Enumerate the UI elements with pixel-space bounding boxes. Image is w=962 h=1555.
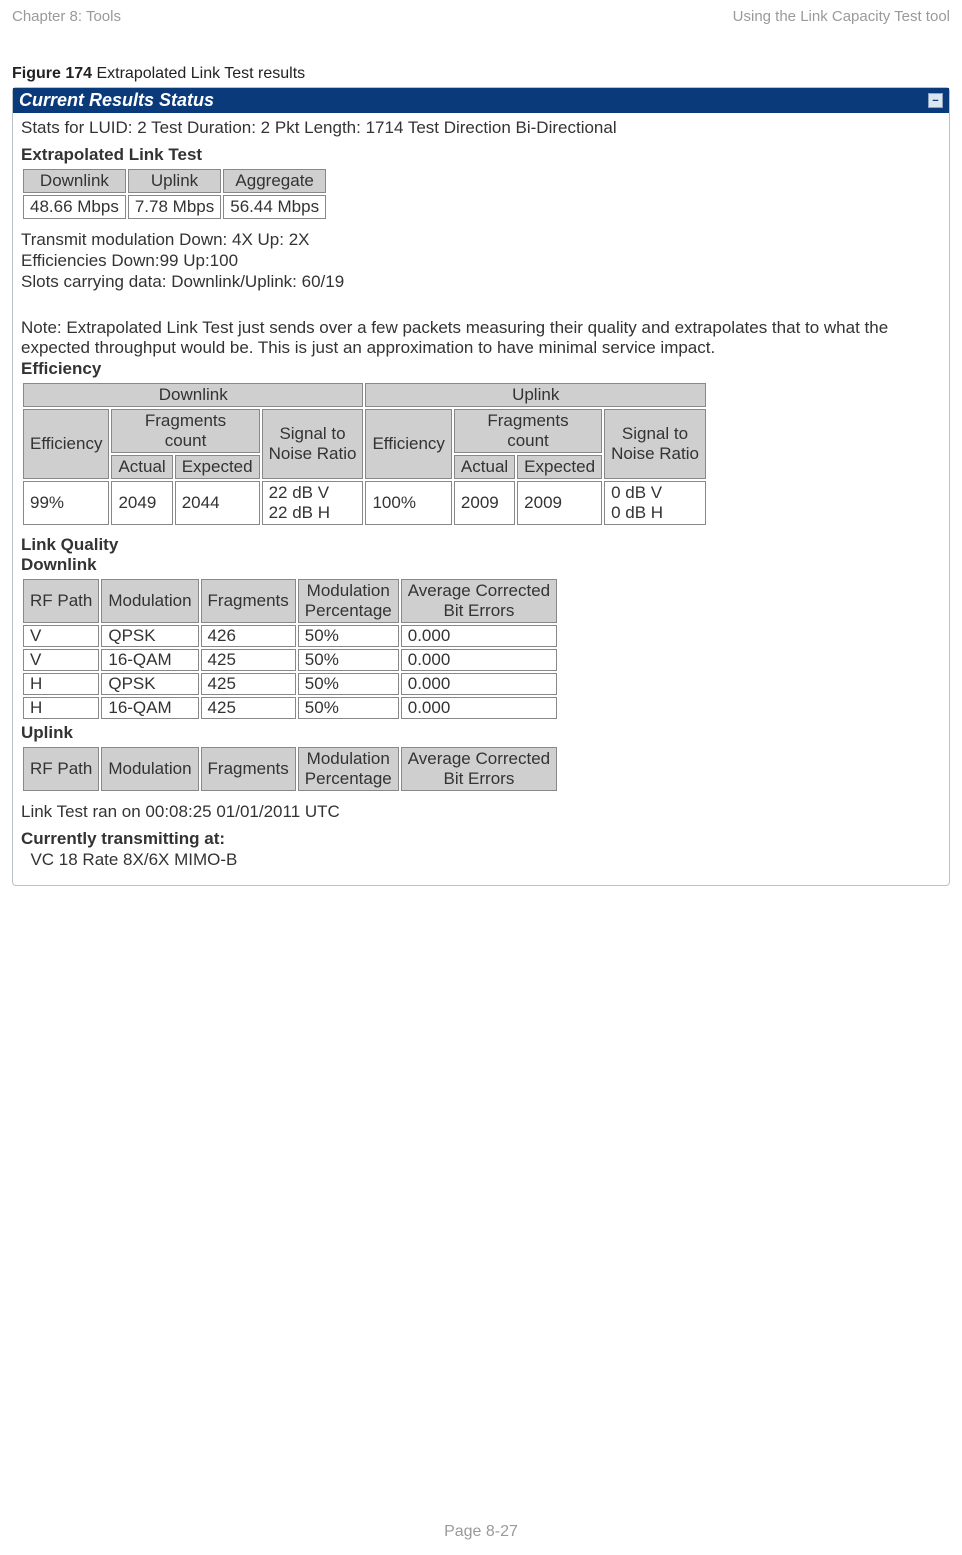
lq-h4: Average CorrectedBit Errors [401,579,557,623]
eff-dl-header: Downlink [23,383,363,407]
lq-u-h0: RF Path [23,747,99,791]
eff-actual1: Actual [111,455,172,479]
eff-col-eff2: Efficiency [365,409,451,479]
collapse-icon[interactable]: − [928,93,943,108]
figure-title: Extrapolated Link Test results [92,65,305,82]
eff-expected2: Expected [517,455,602,479]
eff-col-frag1: Fragmentscount [111,409,259,453]
line-eff: Efficiencies Down:99 Up:100 [21,251,941,271]
panel-header: Current Results Status − [13,88,949,113]
table-row: H QPSK 425 50% 0.000 [23,673,557,695]
lq-u-h1: Modulation [101,747,198,791]
efficiency-title: Efficiency [21,359,941,379]
val-aggregate: 56.44 Mbps [223,195,326,219]
lq-h3: ModulationPercentage [298,579,399,623]
lq-u-h4: Average CorrectedBit Errors [401,747,557,791]
lq-h0: RF Path [23,579,99,623]
eff-r-4: 100% [365,481,451,525]
line-slots: Slots carrying data: Downlink/Uplink: 60… [21,272,941,292]
extrapolated-table: Downlink Uplink Aggregate 48.66 Mbps 7.7… [21,167,328,221]
col-downlink: Downlink [23,169,126,193]
panel-title: Current Results Status [19,90,214,111]
page-header: Chapter 8: Tools Using the Link Capacity… [12,8,950,25]
results-panel: Current Results Status − Stats for LUID:… [12,87,950,886]
panel-body: Stats for LUID: 2 Test Duration: 2 Pkt L… [13,113,949,875]
val-uplink: 7.78 Mbps [128,195,221,219]
uplink-table: RF Path Modulation Fragments ModulationP… [21,745,559,793]
table-row: V 16-QAM 425 50% 0.000 [23,649,557,671]
linkquality-title: Link Quality [21,535,941,555]
ran-line: Link Test ran on 00:08:25 01/01/2011 UTC [21,802,941,822]
eff-r-1: 2049 [111,481,172,525]
page-footer: Page 8-27 [0,1523,962,1541]
eff-r-3: 22 dB V22 dB H [262,481,364,525]
efficiency-table: Downlink Uplink Efficiency Fragmentscoun… [21,381,708,527]
eff-actual2: Actual [454,455,515,479]
eff-col-snr1: Signal toNoise Ratio [262,409,364,479]
col-uplink: Uplink [128,169,221,193]
lq-u-h3: ModulationPercentage [298,747,399,791]
eff-ul-header: Uplink [365,383,705,407]
tx-value: VC 18 Rate 8X/6X MIMO-B [21,850,941,870]
figure-caption: Figure 174 Extrapolated Link Test result… [12,65,950,83]
downlink-table: RF Path Modulation Fragments ModulationP… [21,577,559,721]
lq-h1: Modulation [101,579,198,623]
eff-col-frag2: Fragmentscount [454,409,602,453]
uplink-title: Uplink [21,723,941,743]
lq-h2: Fragments [201,579,296,623]
eff-r-5: 2009 [454,481,515,525]
downlink-title: Downlink [21,555,941,575]
line-mod: Transmit modulation Down: 4X Up: 2X [21,230,941,250]
col-aggregate: Aggregate [223,169,326,193]
eff-col-eff1: Efficiency [23,409,109,479]
val-downlink: 48.66 Mbps [23,195,126,219]
chapter-label: Chapter 8: Tools [12,8,121,25]
eff-r-0: 99% [23,481,109,525]
stats-line: Stats for LUID: 2 Test Duration: 2 Pkt L… [21,118,941,138]
note-text: Note: Extrapolated Link Test just sends … [21,318,941,358]
tx-title: Currently transmitting at: [21,829,941,849]
lq-u-h2: Fragments [201,747,296,791]
section-label: Using the Link Capacity Test tool [733,8,950,25]
eff-col-snr2: Signal toNoise Ratio [604,409,706,479]
eff-r-7: 0 dB V0 dB H [604,481,706,525]
table-row: H 16-QAM 425 50% 0.000 [23,697,557,719]
eff-expected1: Expected [175,455,260,479]
eff-r-2: 2044 [175,481,260,525]
table-row: V QPSK 426 50% 0.000 [23,625,557,647]
figure-number: Figure 174 [12,65,92,82]
eff-r-6: 2009 [517,481,602,525]
extrapolated-title: Extrapolated Link Test [21,145,941,165]
